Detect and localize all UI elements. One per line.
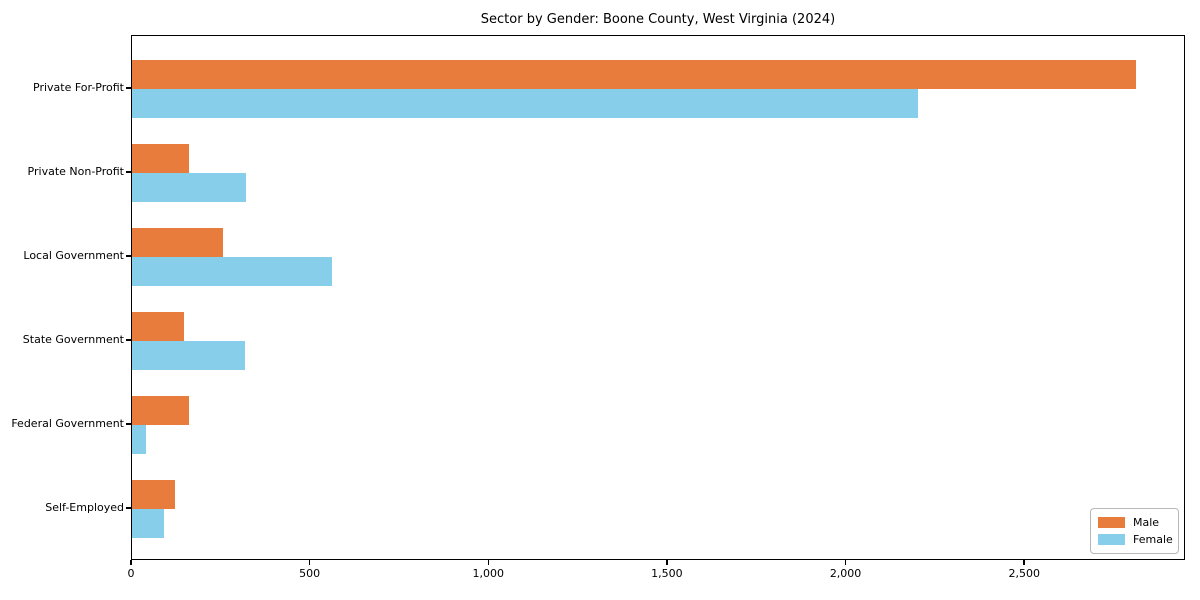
bar-male-state-government	[132, 312, 184, 341]
y-axis-label: Local Government	[23, 249, 124, 262]
bar-male-local-government	[132, 228, 224, 257]
y-tick-mark	[126, 87, 131, 89]
y-tick-mark	[126, 339, 131, 341]
bar-female-self-employed	[132, 509, 165, 538]
x-tick-label: 0	[127, 567, 135, 580]
bar-female-private-non-profit	[132, 173, 247, 202]
bar-female-federal-government	[132, 425, 147, 454]
bar-female-state-government	[132, 341, 245, 370]
male-swatch-icon	[1098, 517, 1125, 528]
x-tick-mark	[844, 560, 847, 565]
y-axis-label: Federal Government	[11, 417, 124, 430]
bar-female-private-for-profit	[132, 89, 918, 118]
y-axis-label: State Government	[22, 333, 124, 346]
x-tick-mark	[666, 560, 668, 565]
y-tick-mark	[126, 255, 131, 257]
bar-male-private-for-profit	[132, 60, 1136, 89]
x-tick-label: 1,000	[472, 567, 505, 580]
legend-entry-female: Female	[1098, 533, 1178, 546]
y-axis-label: Private For-Profit	[33, 81, 124, 94]
x-tick-mark	[308, 560, 311, 565]
bar-female-local-government	[132, 257, 333, 286]
x-tick-mark	[1023, 560, 1025, 565]
y-tick-mark	[126, 423, 131, 425]
y-axis-label: Private Non-Profit	[27, 165, 124, 178]
female-swatch-icon	[1098, 534, 1125, 545]
legend: Male Female	[1090, 508, 1179, 554]
bar-male-private-non-profit	[132, 144, 190, 173]
x-tick-label: 2,500	[1008, 567, 1040, 580]
y-axis-label: Self-Employed	[45, 501, 124, 514]
x-tick-mark	[487, 560, 490, 565]
x-tick-label: 1,500	[651, 567, 683, 580]
legend-entry-male: Male	[1098, 516, 1178, 529]
bar-male-federal-government	[132, 396, 190, 425]
plot-area	[131, 35, 1185, 560]
y-tick-mark	[126, 171, 131, 173]
x-tick-label: 2,000	[829, 567, 862, 580]
bar-male-self-employed	[132, 480, 175, 509]
x-tick-mark	[130, 560, 132, 565]
x-tick-label: 500	[299, 567, 321, 580]
legend-label-male: Male	[1133, 516, 1160, 529]
legend-label-female: Female	[1133, 533, 1173, 546]
chart-title: Sector by Gender: Boone County, West Vir…	[480, 12, 836, 27]
y-tick-mark	[126, 507, 131, 509]
